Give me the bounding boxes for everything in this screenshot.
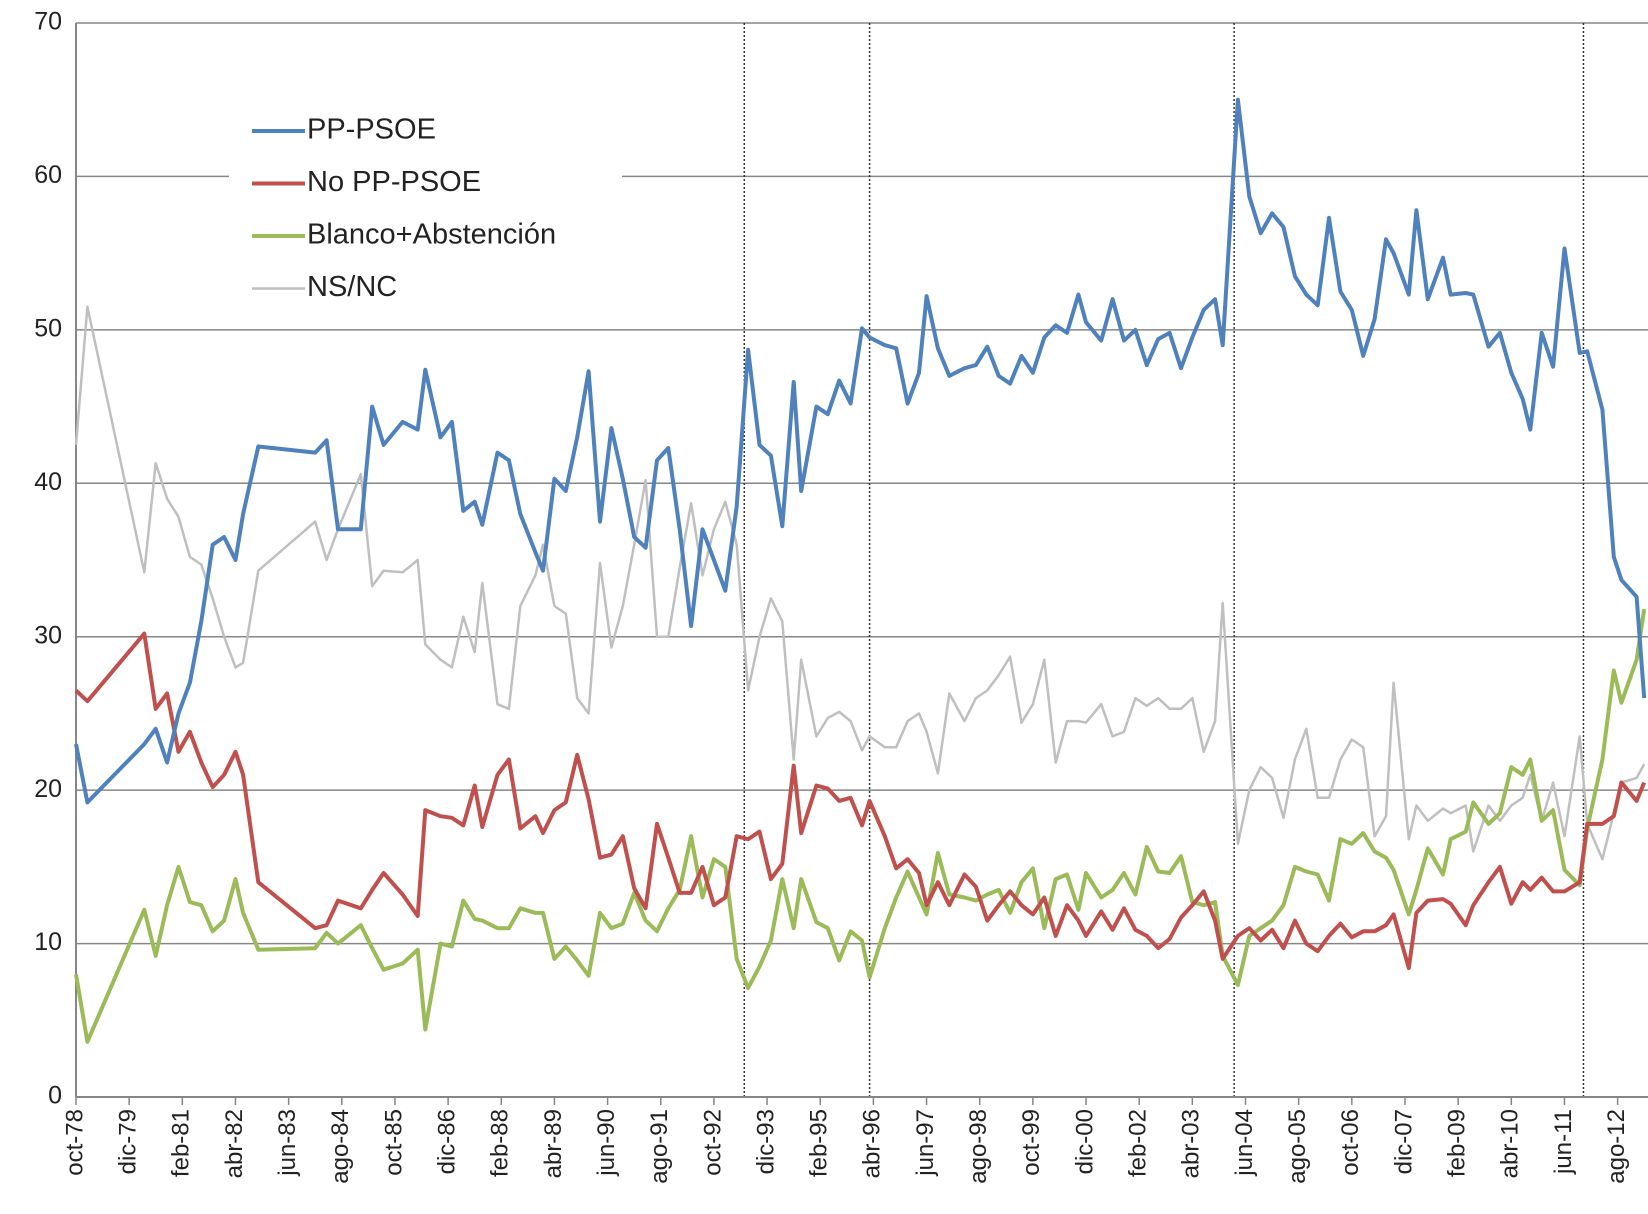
- x-tick-label: ago-91: [646, 1109, 673, 1184]
- y-tick-label: 40: [34, 468, 62, 496]
- x-tick-label: abr-10: [1497, 1109, 1524, 1178]
- y-tick-label: 30: [34, 621, 62, 649]
- legend-label: PP-PSOE: [307, 114, 436, 146]
- x-tick-label: abr-89: [540, 1109, 567, 1178]
- x-tick-label: jun-97: [912, 1109, 939, 1177]
- legend-label: Blanco+Abstención: [307, 219, 556, 251]
- x-tick-label: ago-12: [1603, 1109, 1630, 1184]
- series-line: [74, 608, 1647, 1044]
- x-tick-label: dic-86: [433, 1109, 460, 1174]
- x-tick-label: ago-05: [1284, 1109, 1311, 1184]
- x-tick-label: feb-81: [168, 1109, 195, 1177]
- legend-label: NS/NC: [307, 271, 397, 303]
- x-tick-label: dic-79: [115, 1109, 142, 1174]
- x-tick-label: feb-88: [487, 1109, 514, 1177]
- series-line: [74, 305, 1646, 861]
- x-tick-label: abr-82: [221, 1109, 248, 1178]
- x-tick-label: ago-84: [327, 1109, 354, 1184]
- x-tick-label: abr-03: [1178, 1109, 1205, 1178]
- y-tick-label: 0: [48, 1082, 62, 1110]
- y-tick-label: 10: [34, 928, 62, 956]
- legend-label: No PP-PSOE: [307, 166, 481, 198]
- x-tick-label: jun-04: [1231, 1109, 1258, 1177]
- x-tick-label: jun-83: [274, 1109, 301, 1177]
- series-line: [74, 631, 1647, 971]
- x-tick-label: oct-92: [699, 1109, 726, 1176]
- x-tick-label: oct-99: [1018, 1109, 1045, 1176]
- x-tick-label: dic-93: [752, 1109, 779, 1174]
- legend: PP-PSOE No PP-PSOE Blanco+Abstención NS/NC: [229, 100, 622, 315]
- x-tick-label: abr-96: [859, 1109, 886, 1178]
- x-tick-label: feb-09: [1443, 1109, 1470, 1177]
- x-tick-label: jun-11: [1550, 1109, 1577, 1175]
- y-tick-label: 60: [34, 161, 62, 189]
- y-tick-label: 70: [34, 8, 62, 36]
- x-tick-label: feb-02: [1125, 1109, 1152, 1177]
- x-tick-label: ago-98: [965, 1109, 992, 1184]
- x-tick-label: oct-78: [61, 1109, 88, 1176]
- x-tick-label: jun-90: [593, 1109, 620, 1177]
- y-tick-label: 20: [34, 775, 62, 803]
- x-tick-label: oct-85: [380, 1109, 407, 1176]
- x-tick-label: dic-00: [1071, 1109, 1098, 1174]
- series-line: [74, 97, 1647, 805]
- legend-box: [229, 100, 622, 315]
- x-tick-label: oct-06: [1337, 1109, 1364, 1176]
- x-tick-label: dic-07: [1390, 1109, 1417, 1174]
- y-tick-label: 50: [34, 314, 62, 342]
- x-tick-label: feb-95: [806, 1109, 833, 1177]
